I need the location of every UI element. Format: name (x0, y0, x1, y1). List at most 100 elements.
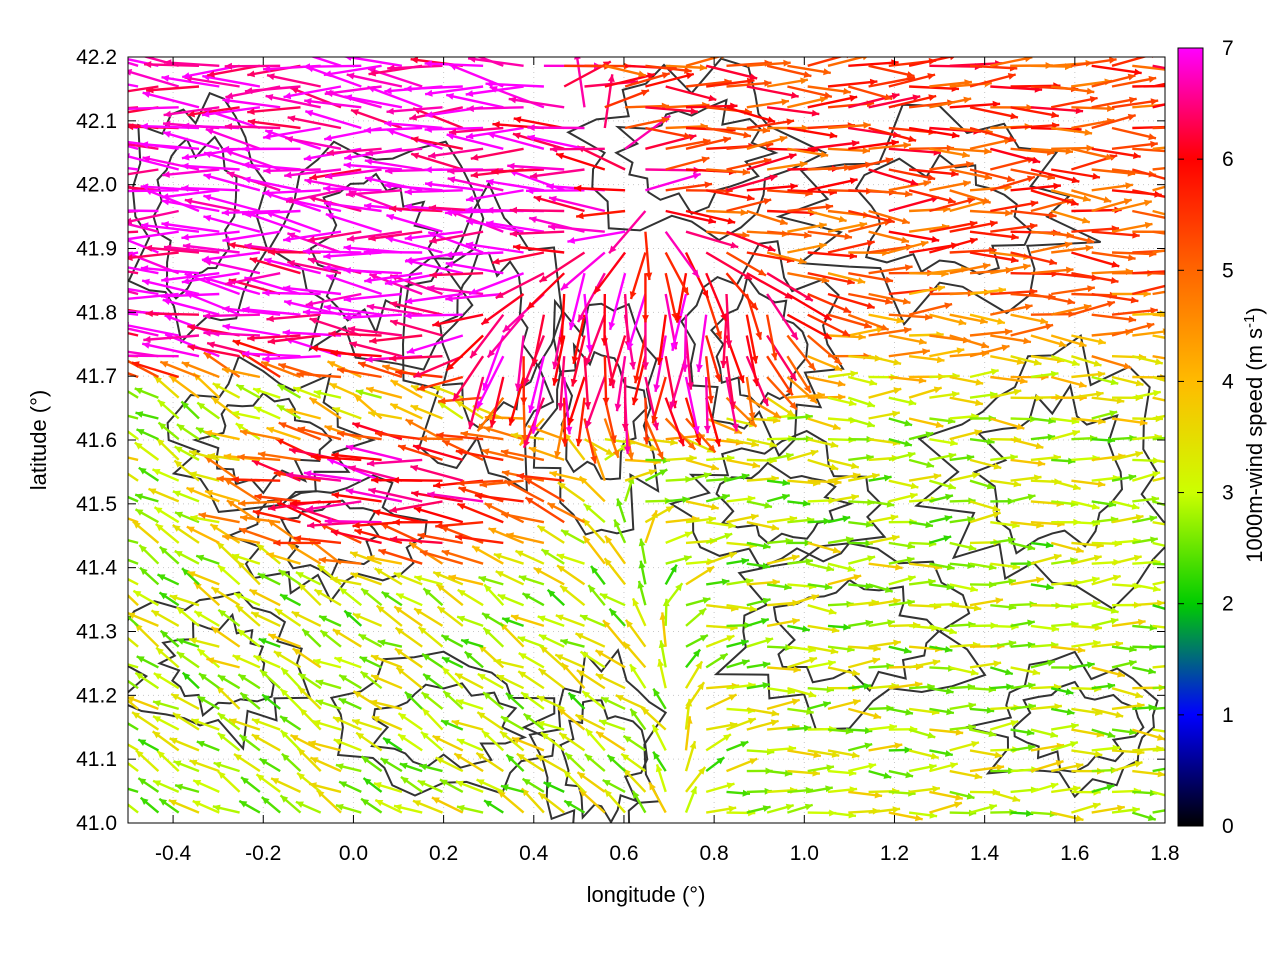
wind-vector-head (549, 470, 558, 478)
wind-vector-head (519, 437, 528, 446)
wind-vector-shaft (242, 177, 301, 192)
wind-vector-head (242, 210, 250, 218)
wind-vector-shaft (262, 189, 321, 195)
wind-vector-shaft (1131, 168, 1165, 181)
wind-vector-shaft (343, 313, 402, 319)
wind-vector-head (84, 231, 91, 238)
wind-vector-shaft (330, 351, 382, 358)
wind-vector-shaft (128, 290, 139, 296)
wind-vector-head (1058, 340, 1067, 348)
wind-vector-head (302, 248, 311, 255)
wind-vector-head (217, 675, 226, 682)
wind-vector-head (186, 526, 195, 533)
wind-vector-head (347, 325, 356, 333)
wind-vector-head (296, 370, 304, 378)
wind-vector-head (716, 757, 725, 765)
wind-vector-head (1006, 683, 1014, 691)
wind-vector-head (789, 401, 797, 410)
wind-vector-head (1024, 57, 1033, 63)
wind-vector-head (914, 814, 923, 822)
wind-vector-head (345, 190, 354, 198)
wind-vector-shaft (806, 334, 843, 366)
wind-vector-head (1098, 417, 1106, 425)
wind-vector-head (607, 755, 616, 763)
wind-vector-head (971, 740, 979, 748)
wind-vector-shaft (1152, 209, 1165, 216)
wind-vector-shaft (457, 479, 504, 485)
wind-vector-head (349, 341, 358, 348)
wind-vector-head (131, 361, 140, 368)
wind-vector-head (365, 149, 374, 157)
wind-vector-shaft (585, 376, 606, 429)
wind-vector-head (728, 805, 737, 813)
wind-vector-head (383, 737, 391, 745)
wind-vector-shaft (507, 164, 565, 171)
wind-vector-head (784, 583, 792, 591)
wind-vector-shaft (1152, 500, 1165, 507)
wind-vector-head (537, 525, 546, 533)
wind-vector-head (327, 458, 336, 465)
wind-vector-head (956, 347, 965, 355)
wind-vector-head (465, 206, 473, 214)
wind-vector-head (510, 432, 519, 440)
wind-vector-shaft (1071, 300, 1116, 316)
wind-vector-head (371, 674, 380, 682)
wind-vector-head (251, 718, 260, 725)
wind-vector-shaft (428, 147, 484, 158)
wind-vector-head (580, 614, 588, 622)
wind-vector-shaft (1152, 476, 1165, 482)
wind-vector-head (438, 397, 446, 405)
wind-vector-shaft (705, 293, 723, 340)
wind-vector-shaft (725, 272, 759, 311)
wind-vector-head (701, 156, 710, 164)
wind-vector-shaft (990, 85, 1043, 91)
wind-vector-shaft (848, 140, 899, 150)
wind-vector-shaft (555, 152, 606, 171)
wind-vector-head (221, 209, 229, 217)
wind-vector-head (231, 410, 240, 418)
wind-vector-head (579, 789, 588, 797)
wind-vector-head (887, 619, 895, 627)
wind-vector-head (772, 578, 780, 586)
wind-vector-head (811, 109, 820, 117)
wind-vector-head (468, 57, 476, 63)
wind-vector-head (132, 712, 140, 719)
wind-vector-head (723, 734, 731, 742)
wind-vector-head (234, 593, 242, 600)
wind-vector-head (972, 472, 980, 479)
wind-vector-head (186, 487, 195, 494)
wind-vector-head (849, 252, 857, 260)
wind-vector-shaft (128, 324, 179, 337)
wind-vector-head (224, 279, 233, 287)
wind-vector-head (849, 94, 858, 102)
y-tick-label: 41.8 (76, 301, 117, 324)
wind-vector-head (651, 415, 658, 424)
wind-vector-shaft (567, 376, 586, 426)
wind-vector-head (373, 782, 382, 789)
wind-vector-shaft (429, 272, 484, 277)
wind-vector-head (1171, 247, 1178, 254)
wind-vector-head (932, 785, 940, 793)
wind-vector-shaft (706, 168, 751, 174)
wind-vector-shaft (888, 147, 942, 154)
wind-vector-shaft (1091, 97, 1137, 109)
wind-vector-head (638, 70, 646, 78)
wind-vector-shaft (221, 209, 281, 215)
wind-vector-shaft (949, 168, 993, 180)
wind-vector-shaft (479, 479, 524, 487)
wind-vector-head (398, 734, 407, 742)
wind-vector-head (518, 653, 527, 660)
wind-vector-head (966, 161, 974, 168)
wind-vector-head (1075, 762, 1084, 770)
wind-vector-head (247, 118, 256, 126)
wind-vector-head (819, 222, 827, 230)
wind-vector-head (304, 97, 312, 105)
wind-vector-shaft (310, 455, 362, 462)
wind-vector-shaft (725, 293, 731, 348)
wind-vector-head (950, 57, 955, 61)
wind-vector-shaft (286, 232, 342, 254)
wind-vector-head (642, 362, 649, 370)
wind-vector-head (443, 691, 451, 699)
wind-vector-head (367, 554, 375, 562)
